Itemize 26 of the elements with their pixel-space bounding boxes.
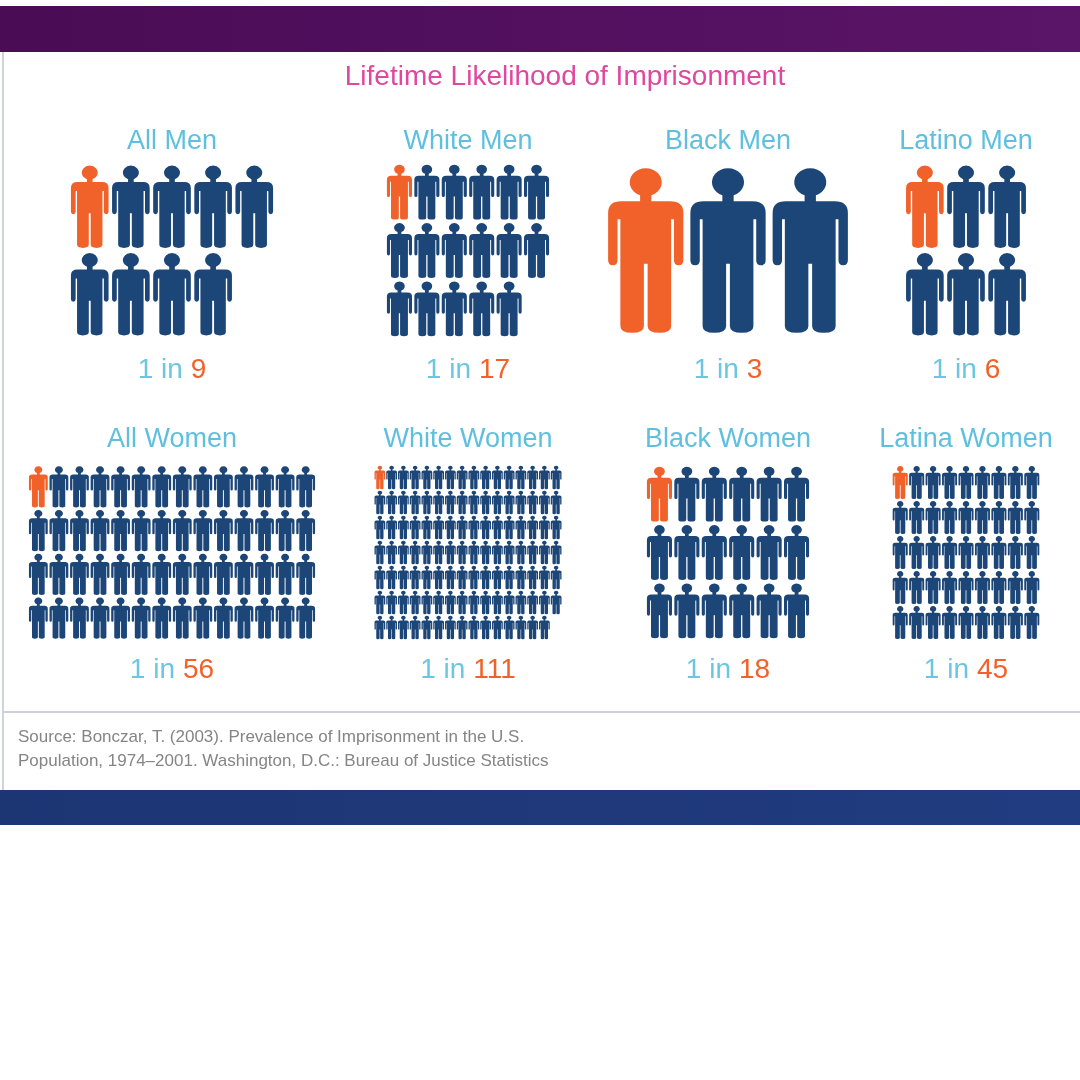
data-label: 18 xyxy=(739,652,771,684)
data-label: 1 in xyxy=(137,352,183,384)
category-label: All Women xyxy=(106,423,238,453)
data-label: 1 in xyxy=(420,652,466,684)
category-label: All Men xyxy=(126,125,218,155)
data-label: 1 in xyxy=(923,652,970,684)
data-label: 1 in xyxy=(693,352,739,384)
category-label: White Men xyxy=(403,125,533,155)
data-label: 1 in xyxy=(931,352,977,384)
data-label: 1 in xyxy=(425,352,472,384)
data-label: 56 xyxy=(183,652,215,684)
text: Lifetime Likelihood of Imprisonment xyxy=(344,59,786,91)
data-label: 1 in xyxy=(129,652,176,684)
category-label: Black Women xyxy=(644,423,812,453)
category-label: White Women xyxy=(383,423,553,453)
category-label: Latina Women xyxy=(879,423,1053,453)
source-note: Source: Bonczar, T. (2003). Prevalence of Imprisonment in the U.S. Population, 1974–2001. Washington, D.C.: Bureau of Justice Statistics xyxy=(18,726,549,770)
data-label: 3 xyxy=(746,352,763,384)
data-label: 9 xyxy=(190,352,207,384)
category-label: Latino Men xyxy=(899,125,1033,155)
category-label: Black Men xyxy=(664,125,792,155)
data-label: 111 xyxy=(473,652,516,684)
data-label: 1 in xyxy=(685,652,732,684)
data-label: 45 xyxy=(977,652,1009,684)
data-label: 6 xyxy=(984,352,1001,384)
data-label: 17 xyxy=(479,352,511,384)
